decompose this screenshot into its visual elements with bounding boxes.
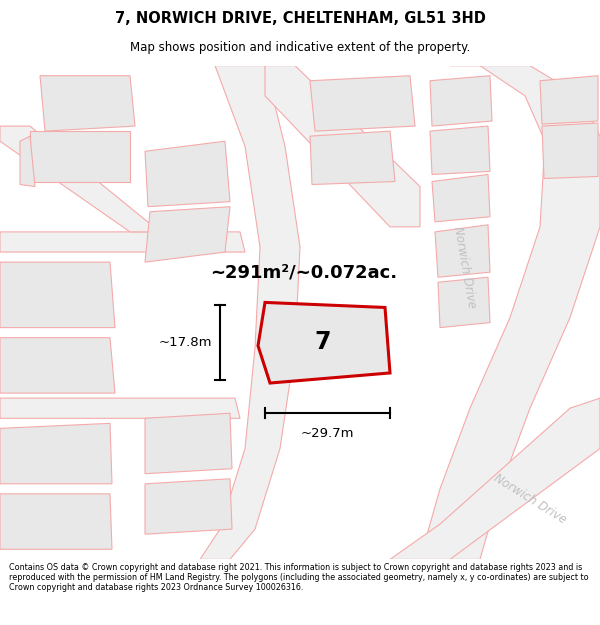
Text: 7: 7 bbox=[315, 330, 331, 354]
Polygon shape bbox=[390, 398, 600, 559]
Polygon shape bbox=[258, 302, 390, 383]
Polygon shape bbox=[200, 66, 300, 559]
Text: Contains OS data © Crown copyright and database right 2021. This information is : Contains OS data © Crown copyright and d… bbox=[9, 562, 589, 592]
Polygon shape bbox=[40, 76, 135, 131]
Text: Norwich Drive: Norwich Drive bbox=[451, 225, 479, 309]
Polygon shape bbox=[145, 479, 232, 534]
Polygon shape bbox=[0, 494, 112, 549]
Polygon shape bbox=[435, 225, 490, 278]
Polygon shape bbox=[432, 174, 490, 222]
Polygon shape bbox=[438, 278, 490, 328]
Text: ~29.7m: ~29.7m bbox=[301, 428, 354, 441]
Polygon shape bbox=[310, 131, 395, 184]
Polygon shape bbox=[542, 123, 598, 179]
Text: 7, NORWICH DRIVE, CHELTENHAM, GL51 3HD: 7, NORWICH DRIVE, CHELTENHAM, GL51 3HD bbox=[115, 11, 485, 26]
Text: ~17.8m: ~17.8m bbox=[158, 336, 212, 349]
Polygon shape bbox=[0, 232, 245, 252]
Polygon shape bbox=[20, 136, 35, 186]
Polygon shape bbox=[0, 126, 160, 232]
Polygon shape bbox=[0, 338, 115, 393]
Polygon shape bbox=[0, 423, 112, 484]
Polygon shape bbox=[145, 141, 230, 207]
Polygon shape bbox=[310, 76, 415, 131]
Polygon shape bbox=[145, 207, 230, 262]
Polygon shape bbox=[30, 131, 130, 181]
Polygon shape bbox=[430, 76, 492, 126]
Polygon shape bbox=[265, 66, 420, 227]
Polygon shape bbox=[0, 398, 240, 418]
Text: ~291m²/~0.072ac.: ~291m²/~0.072ac. bbox=[210, 263, 397, 281]
Polygon shape bbox=[540, 76, 598, 124]
Text: Norwich Drive: Norwich Drive bbox=[491, 471, 569, 526]
Polygon shape bbox=[0, 262, 115, 328]
Text: Map shows position and indicative extent of the property.: Map shows position and indicative extent… bbox=[130, 41, 470, 54]
Polygon shape bbox=[145, 413, 232, 474]
Polygon shape bbox=[420, 66, 600, 559]
Polygon shape bbox=[430, 126, 490, 174]
